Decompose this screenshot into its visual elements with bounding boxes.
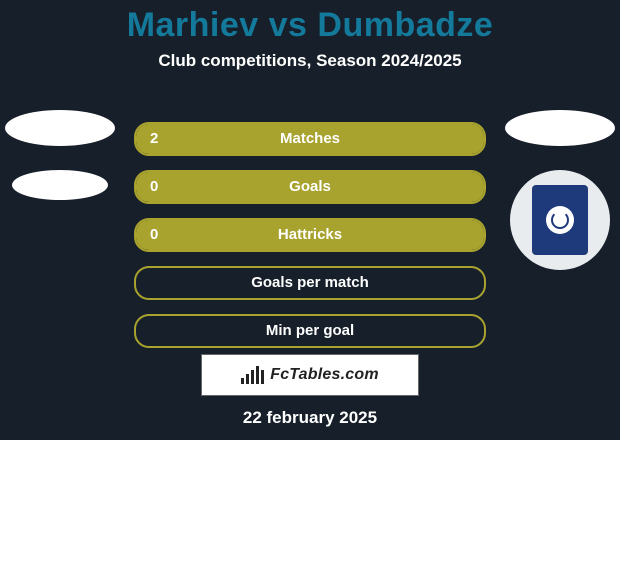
stat-bar-goals-per-match: Goals per match [134, 266, 486, 300]
player1-avatar-placeholder [5, 110, 115, 146]
brand-bars-icon [241, 366, 264, 384]
club-badge-icon [532, 185, 588, 255]
left-player-col [0, 110, 120, 224]
stat-value: 0 [150, 220, 158, 250]
brand[interactable]: FcTables.com [201, 354, 419, 396]
stat-label: Goals [289, 172, 331, 202]
brand-text: FcTables.com [270, 366, 379, 384]
stat-value: 0 [150, 172, 158, 202]
stat-value: 2 [150, 124, 158, 154]
stat-label: Goals per match [251, 268, 369, 298]
comparison-card: Marhiev vs Dumbadze Club competitions, S… [0, 0, 620, 440]
player2-avatar-placeholder [505, 110, 615, 146]
right-player-col [500, 110, 620, 270]
page-title: Marhiev vs Dumbadze [0, 0, 620, 45]
page-subtitle: Club competitions, Season 2024/2025 [0, 51, 620, 71]
snapshot-date: 22 february 2025 [0, 408, 620, 428]
stat-label: Hattricks [278, 220, 342, 250]
stat-bar-goals: 0 Goals [134, 170, 486, 204]
player1-club-placeholder [12, 170, 108, 200]
stat-label: Min per goal [266, 316, 354, 346]
player2-club-badge [510, 170, 610, 270]
stat-label: Matches [280, 124, 340, 154]
stat-bar-matches: 2 Matches [134, 122, 486, 156]
stat-bars: 2 Matches 0 Goals 0 Hattricks Goals per … [134, 122, 486, 362]
stat-bar-hattricks: 0 Hattricks [134, 218, 486, 252]
stat-bar-min-per-goal: Min per goal [134, 314, 486, 348]
